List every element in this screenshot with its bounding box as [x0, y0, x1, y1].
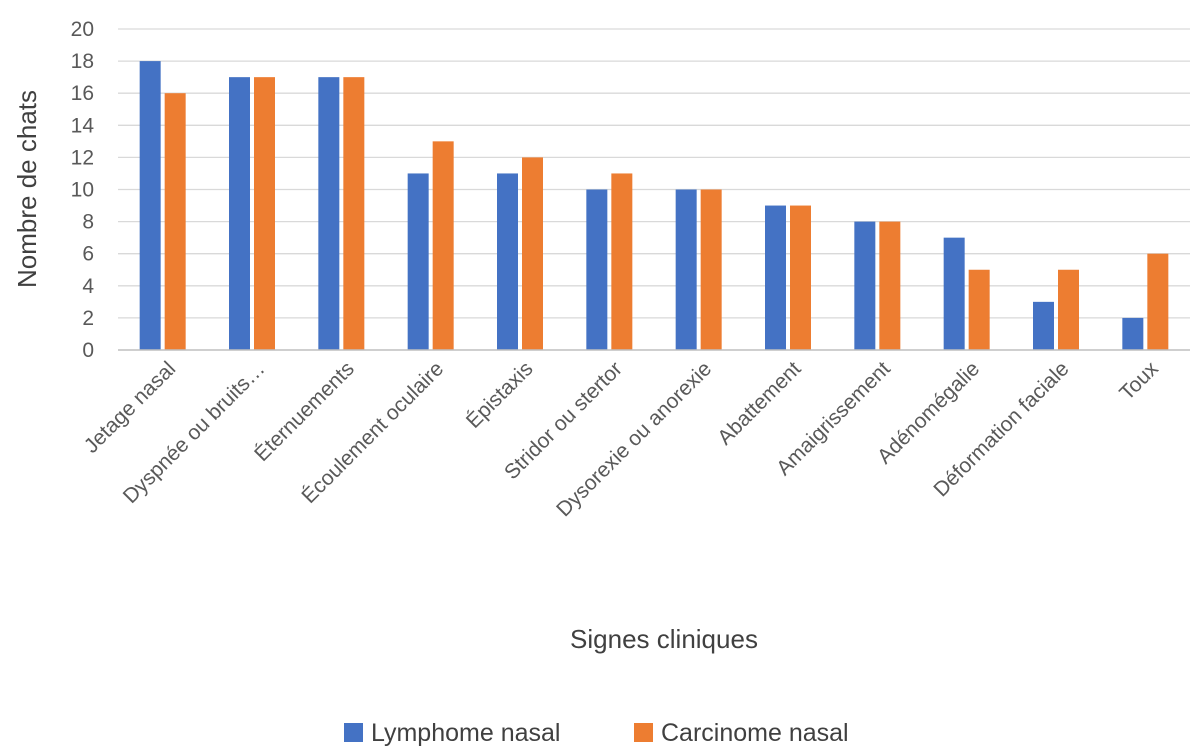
y-tick-label: 10 [71, 179, 94, 202]
y-tick-label: 2 [82, 307, 94, 330]
bar-lymphome-4 [497, 173, 518, 350]
legend-label-lymphome: Lymphome nasal [371, 719, 560, 746]
y-tick-label: 20 [71, 18, 94, 41]
y-axis-ticks: 0 2 4 6 8 10 12 14 16 18 20 [71, 18, 95, 362]
bar-carcinome-8 [879, 221, 901, 350]
bar-lymphome-6 [675, 189, 697, 350]
bar-carcinome-9 [968, 269, 990, 350]
bar-carcinome-2 [343, 77, 365, 351]
y-tick-label: 18 [71, 50, 94, 73]
x-tick-label: Épistaxis [462, 357, 538, 433]
bar-carcinome-4 [522, 157, 543, 350]
bars [139, 61, 1169, 351]
bar-lymphome-7 [765, 205, 786, 350]
bar-lymphome-11 [1122, 317, 1144, 350]
bar-carcinome-0 [164, 93, 186, 350]
y-tick-label: 8 [82, 211, 94, 234]
x-tick-label: Toux [1115, 357, 1163, 405]
bar-carcinome-10 [1058, 269, 1079, 350]
x-tick-label: Abattement [713, 357, 805, 449]
legend: Lymphome nasal Carcinome nasal [344, 719, 849, 746]
y-tick-label: 6 [82, 243, 94, 266]
bar-lymphome-10 [1033, 301, 1054, 350]
y-tick-label: 16 [71, 82, 94, 105]
bar-lymphome-9 [943, 237, 965, 350]
bar-lymphome-0 [139, 61, 161, 350]
bar-lymphome-5 [586, 189, 608, 350]
gridlines [118, 28, 1190, 319]
legend-swatch-carcinome [634, 723, 653, 742]
legend-swatch-lymphome [344, 723, 363, 742]
bar-carcinome-3 [432, 141, 454, 350]
y-tick-label: 4 [82, 275, 94, 298]
x-tick-label: Dysorexie ou anorexie [552, 357, 716, 521]
bar-carcinome-1 [254, 77, 275, 351]
y-tick-label: 14 [71, 114, 95, 137]
bar-lymphome-1 [229, 77, 250, 351]
bar-carcinome-11 [1147, 253, 1169, 350]
bar-carcinome-6 [700, 189, 722, 350]
y-tick-label: 0 [82, 339, 94, 362]
bar-carcinome-5 [611, 173, 633, 350]
y-tick-label: 12 [71, 146, 94, 169]
legend-label-carcinome: Carcinome nasal [661, 719, 849, 746]
bar-lymphome-3 [407, 173, 429, 350]
bar-lymphome-2 [318, 77, 340, 351]
bar-carcinome-7 [790, 205, 811, 350]
x-axis-title: Signes cliniques [570, 624, 758, 654]
bar-lymphome-8 [854, 221, 876, 350]
y-axis-title: Nombre de chats [12, 90, 42, 288]
x-tick-label: Jetage nasal [80, 357, 180, 457]
